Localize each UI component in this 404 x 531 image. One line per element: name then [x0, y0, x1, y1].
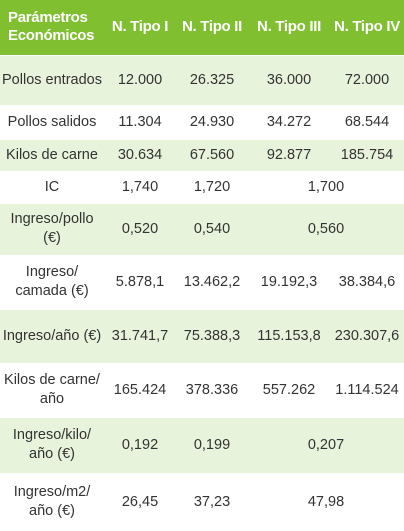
table-cell: 378.336	[176, 362, 248, 417]
table-cell: 0,192	[104, 416, 176, 473]
table-cell: 19.192,3	[248, 254, 330, 309]
table-row: Kilos de carne/ año 165.424 378.336 557.…	[0, 362, 404, 417]
table-cell: 34.272	[248, 104, 330, 139]
table-cell: 0,520	[104, 202, 176, 255]
table-cell: 230.307,6	[330, 308, 404, 363]
header-tipo-4: N. Tipo IV	[330, 0, 404, 55]
table-cell: 36.000	[248, 54, 330, 105]
table-cell: 72.000	[330, 54, 404, 105]
row-label: Ingreso/año (€)	[0, 308, 104, 363]
table-cell: 0,540	[176, 202, 248, 255]
table-cell: 11.304	[104, 104, 176, 139]
row-label: Pollos salidos	[0, 104, 104, 139]
table-cell: 185.754	[330, 138, 404, 171]
table-cell: 30.634	[104, 138, 176, 171]
table-cell-merged: 47,98	[248, 472, 404, 531]
table-row: IC 1,740 1,720 1,700	[0, 170, 404, 203]
table-row: Ingreso/kilo/ año (€) 0,192 0,199 0,207	[0, 416, 404, 473]
table-cell: 38.384,6	[330, 254, 404, 309]
row-label: Kilos de carne/ año	[0, 362, 104, 417]
row-label: Ingreso/kilo/ año (€)	[0, 416, 104, 473]
table-cell: 1,740	[104, 170, 176, 203]
table-cell-merged: 0,560	[248, 202, 404, 255]
table-cell: 68.544	[330, 104, 404, 139]
row-label: IC	[0, 170, 104, 203]
table-cell: 165.424	[104, 362, 176, 417]
table-cell: 67.560	[176, 138, 248, 171]
row-label: Ingreso/ camada (€)	[0, 254, 104, 309]
table-cell-merged: 1,700	[248, 170, 404, 203]
table-cell: 1.114.524	[330, 362, 404, 417]
table-cell: 26.325	[176, 54, 248, 105]
table-row: Ingreso/pollo (€) 0,520 0,540 0,560	[0, 202, 404, 255]
table-cell: 26,45	[104, 472, 176, 531]
table-row: Ingreso/m2/ año (€) 26,45 37,23 47,98	[0, 472, 404, 531]
table-cell: 115.153,8	[248, 308, 330, 363]
header-tipo-2: N. Tipo II	[176, 0, 248, 55]
table-cell: 75.388,3	[176, 308, 248, 363]
header-row: Parámetros Económicos N. Tipo I N. Tipo …	[0, 0, 404, 55]
table-cell: 5.878,1	[104, 254, 176, 309]
table-row: Kilos de carne 30.634 67.560 92.877 185.…	[0, 138, 404, 171]
table-cell-merged: 0,207	[248, 416, 404, 473]
table-row: Pollos salidos 11.304 24.930 34.272 68.5…	[0, 104, 404, 139]
table-cell: 13.462,2	[176, 254, 248, 309]
table-cell: 24.930	[176, 104, 248, 139]
table-cell: 0,199	[176, 416, 248, 473]
table-row: Ingreso/ camada (€) 5.878,1 13.462,2 19.…	[0, 254, 404, 309]
row-label: Ingreso/pollo (€)	[0, 202, 104, 255]
header-tipo-3: N. Tipo III	[248, 0, 330, 55]
table-cell: 31.741,7	[104, 308, 176, 363]
table-cell: 37,23	[176, 472, 248, 531]
table-cell: 1,720	[176, 170, 248, 203]
table-cell: 12.000	[104, 54, 176, 105]
table-row: Pollos entrados 12.000 26.325 36.000 72.…	[0, 54, 404, 105]
header-parametros: Parámetros Económicos	[0, 0, 104, 55]
table-cell: 92.877	[248, 138, 330, 171]
header-tipo-1: N. Tipo I	[104, 0, 176, 55]
row-label: Pollos entrados	[0, 54, 104, 105]
row-label: Kilos de carne	[0, 138, 104, 171]
row-label: Ingreso/m2/ año (€)	[0, 472, 104, 531]
table-row: Ingreso/año (€) 31.741,7 75.388,3 115.15…	[0, 308, 404, 363]
table-cell: 557.262	[248, 362, 330, 417]
